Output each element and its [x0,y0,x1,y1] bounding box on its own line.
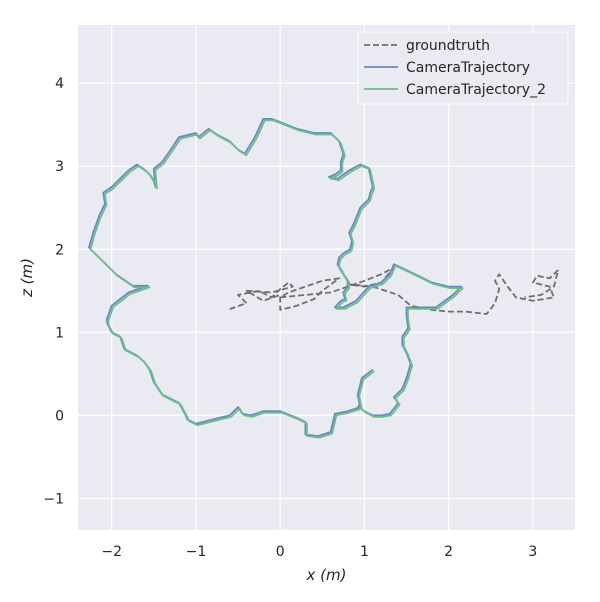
y-tick-label: −1 [43,491,64,507]
x-tick-label: −2 [101,544,122,560]
y-tick-labels: −1 0 1 2 3 4 [43,76,64,507]
x-tick-label: 0 [276,544,285,560]
legend: groundtruth CameraTrajectory CameraTraje… [357,31,569,105]
legend-label-camera-trajectory-2: CameraTrajectory_2 [406,82,546,98]
x-tick-labels: −2 −1 0 1 2 3 [101,544,537,560]
legend-label-camera-trajectory: CameraTrajectory [406,60,530,76]
y-axis-label: z (m) [18,258,36,298]
legend-label-groundtruth: groundtruth [406,38,490,54]
y-tick-label: 0 [55,408,64,424]
grid-lines [78,25,575,530]
series-layer [88,118,560,439]
y-tick-label: 4 [55,76,64,92]
x-tick-label: −1 [186,544,207,560]
x-tick-label: 2 [444,544,453,560]
plot-background [78,25,575,530]
x-axis-label: x (m) [306,566,347,584]
y-tick-label: 2 [55,242,64,258]
legend-box [357,31,569,105]
series-line-cameratrajectory-2 [89,119,464,439]
y-tick-label: 3 [55,159,64,175]
series-line-groundtruth [229,266,560,315]
x-tick-label: 1 [360,544,369,560]
y-tick-label: 1 [55,325,64,341]
x-tick-label: 3 [528,544,537,560]
